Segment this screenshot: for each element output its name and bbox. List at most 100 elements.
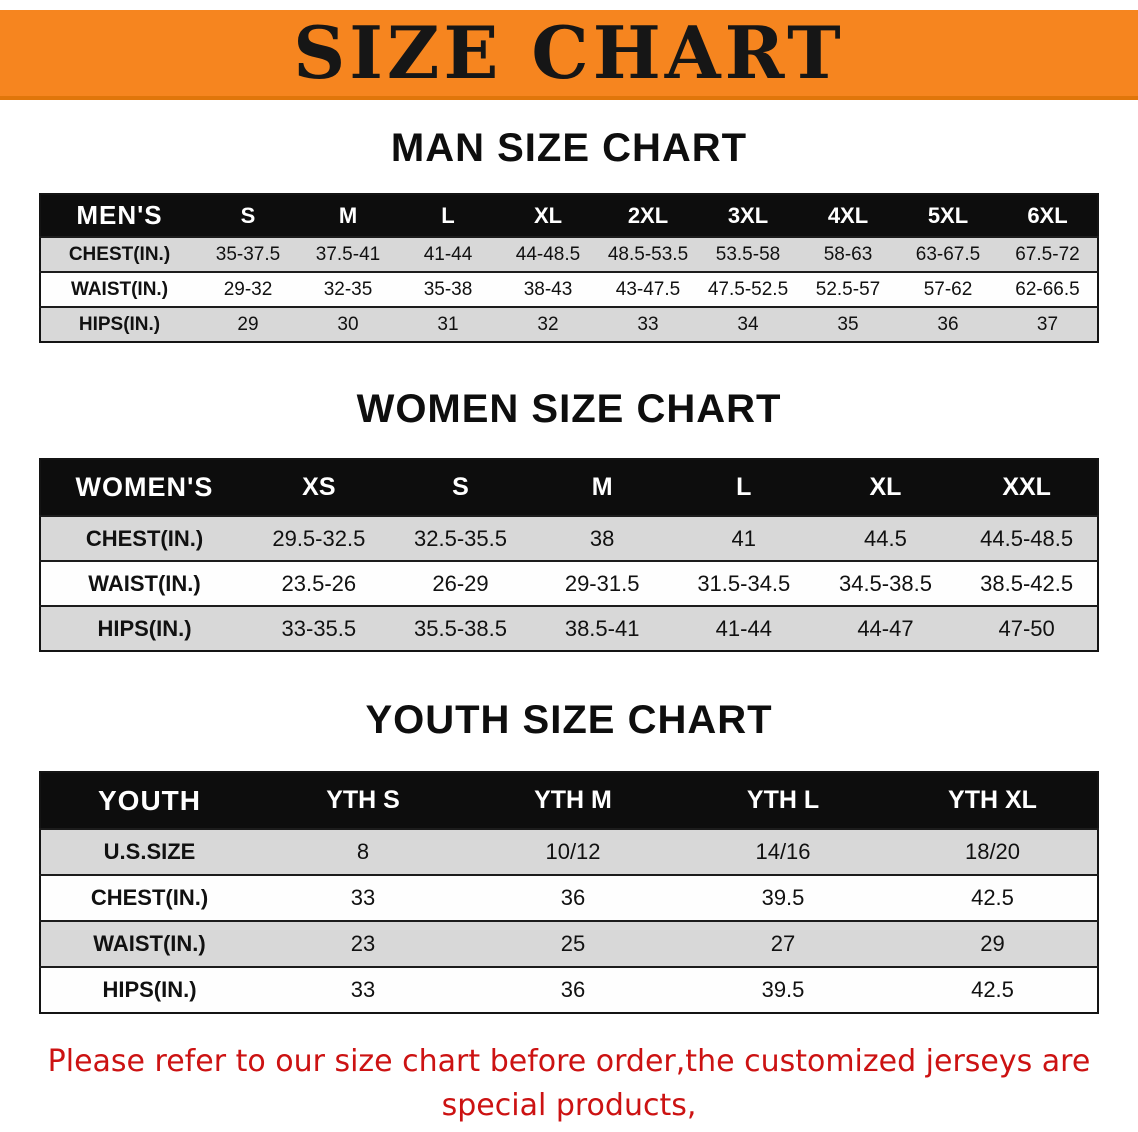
size-value-cell: 33 — [598, 306, 698, 342]
table-title-cell: MEN'S — [40, 194, 198, 237]
size-value-cell: 44-47 — [814, 605, 957, 651]
size-value-cell: 33 — [258, 966, 468, 1013]
size-value-cell: 25 — [468, 920, 678, 967]
table-row: CHEST(IN.) 33 36 39.5 42.5 — [40, 874, 1098, 921]
size-value-cell: 33 — [258, 874, 468, 921]
size-value-cell: 36 — [468, 874, 678, 921]
column-header: XL — [498, 194, 598, 237]
size-value-cell: 35.5-38.5 — [389, 605, 532, 651]
size-value-cell: 52.5-57 — [798, 271, 898, 307]
row-label: WAIST(IN.) — [40, 271, 198, 307]
size-value-cell: 47-50 — [956, 605, 1098, 651]
size-value-cell: 36 — [898, 306, 998, 342]
size-value-cell: 34 — [698, 306, 798, 342]
size-value-cell: 38.5-42.5 — [956, 560, 1098, 606]
size-value-cell: 63-67.5 — [898, 236, 998, 272]
column-header: L — [398, 194, 498, 237]
column-header: L — [672, 459, 815, 516]
size-value-cell: 32-35 — [298, 271, 398, 307]
size-value-cell: 26-29 — [389, 560, 532, 606]
youth-size-section: YOUTH SIZE CHART YOUTH YTH S YTH M YTH L YTH… — [0, 698, 1138, 1014]
disclaimer-line-2: we don't accept cancel, change, teturn o… — [0, 1127, 1138, 1132]
table-row: WAIST(IN.) 29-32 32-35 35-38 38-43 43-47.5 47.… — [40, 271, 1098, 307]
table-title-cell: WOMEN'S — [40, 459, 248, 516]
size-value-cell: 32.5-35.5 — [389, 515, 532, 561]
size-value-cell: 29 — [888, 920, 1098, 967]
size-value-cell: 38-43 — [498, 271, 598, 307]
size-value-cell: 35-38 — [398, 271, 498, 307]
size-value-cell: 8 — [258, 828, 468, 875]
size-value-cell: 29 — [198, 306, 298, 342]
row-label: WAIST(IN.) — [40, 560, 248, 606]
table-row: WAIST(IN.) 23 25 27 29 — [40, 920, 1098, 967]
size-value-cell: 48.5-53.5 — [598, 236, 698, 272]
column-header: 5XL — [898, 194, 998, 237]
size-value-cell: 39.5 — [678, 966, 888, 1013]
size-value-cell: 37.5-41 — [298, 236, 398, 272]
column-header: M — [531, 459, 673, 516]
men-size-table: MEN'S S M L XL 2XL 3XL 4XL 5XL 6XL CHEST(IN.) 35-37… — [39, 193, 1099, 343]
table-row: HIPS(IN.) 33-35.5 35.5-38.5 38.5-41 41-44 44-… — [40, 605, 1098, 651]
size-chart-banner: SIZE CHART — [0, 10, 1138, 100]
youth-section-heading: YOUTH SIZE CHART — [365, 698, 773, 742]
column-header: XS — [248, 459, 390, 516]
table-row: U.S.SIZE 8 10/12 14/16 18/20 — [40, 828, 1098, 875]
row-label: WAIST(IN.) — [40, 920, 258, 967]
header-row: YOUTH YTH S YTH M YTH L YTH XL — [40, 772, 1098, 829]
column-header: S — [389, 459, 532, 516]
size-value-cell: 42.5 — [888, 874, 1098, 921]
row-label: HIPS(IN.) — [40, 605, 248, 651]
size-value-cell: 39.5 — [678, 874, 888, 921]
size-value-cell: 23.5-26 — [248, 560, 390, 606]
women-section-heading: WOMEN SIZE CHART — [356, 387, 782, 431]
table-title-cell: YOUTH — [40, 772, 258, 829]
row-label: CHEST(IN.) — [40, 236, 198, 272]
column-header: 4XL — [798, 194, 898, 237]
column-header: 3XL — [698, 194, 798, 237]
women-size-section: WOMEN SIZE CHART WOMEN'S XS S M L XL XXL CHEST(… — [0, 387, 1138, 652]
size-value-cell: 34.5-38.5 — [814, 560, 957, 606]
column-header: 2XL — [598, 194, 698, 237]
size-value-cell: 67.5-72 — [998, 236, 1098, 272]
women-size-table: WOMEN'S XS S M L XL XXL CHEST(IN.) 29.5-32.5 32.5… — [39, 458, 1099, 652]
disclaimer: Please refer to our size chart before or… — [0, 1040, 1138, 1132]
disclaimer-line-1: Please refer to our size chart before or… — [47, 1044, 1091, 1123]
size-value-cell: 42.5 — [888, 966, 1098, 1013]
size-value-cell: 43-47.5 — [598, 271, 698, 307]
table-row: HIPS(IN.) 29 30 31 32 33 34 35 36 37 — [40, 306, 1098, 342]
size-value-cell: 38.5-41 — [531, 605, 673, 651]
size-value-cell: 57-62 — [898, 271, 998, 307]
size-value-cell: 36 — [468, 966, 678, 1013]
size-value-cell: 44.5-48.5 — [956, 515, 1098, 561]
header-row: WOMEN'S XS S M L XL XXL — [40, 459, 1098, 516]
column-header: 6XL — [998, 194, 1098, 237]
column-header: XXL — [956, 459, 1098, 516]
table-row: WAIST(IN.) 23.5-26 26-29 29-31.5 31.5-34.5 34… — [40, 560, 1098, 606]
column-header: YTH XL — [888, 772, 1098, 829]
size-value-cell: 29-31.5 — [531, 560, 673, 606]
row-label: HIPS(IN.) — [40, 306, 198, 342]
size-value-cell: 47.5-52.5 — [698, 271, 798, 307]
size-value-cell: 38 — [531, 515, 673, 561]
size-value-cell: 41 — [672, 515, 815, 561]
size-value-cell: 44-48.5 — [498, 236, 598, 272]
size-value-cell: 29.5-32.5 — [248, 515, 390, 561]
size-value-cell: 35-37.5 — [198, 236, 298, 272]
size-value-cell: 31.5-34.5 — [672, 560, 815, 606]
size-value-cell: 37 — [998, 306, 1098, 342]
size-value-cell: 58-63 — [798, 236, 898, 272]
size-value-cell: 14/16 — [678, 828, 888, 875]
men-section-heading: MAN SIZE CHART — [390, 126, 748, 170]
row-label: CHEST(IN.) — [40, 515, 248, 561]
size-value-cell: 35 — [798, 306, 898, 342]
column-header: S — [198, 194, 298, 237]
size-value-cell: 23 — [258, 920, 468, 967]
size-value-cell: 27 — [678, 920, 888, 967]
column-header: XL — [814, 459, 957, 516]
size-value-cell: 33-35.5 — [248, 605, 390, 651]
size-value-cell: 31 — [398, 306, 498, 342]
size-value-cell: 41-44 — [672, 605, 815, 651]
table-row: HIPS(IN.) 33 36 39.5 42.5 — [40, 966, 1098, 1013]
column-header: M — [298, 194, 398, 237]
header-row: MEN'S S M L XL 2XL 3XL 4XL 5XL 6XL — [40, 194, 1098, 237]
